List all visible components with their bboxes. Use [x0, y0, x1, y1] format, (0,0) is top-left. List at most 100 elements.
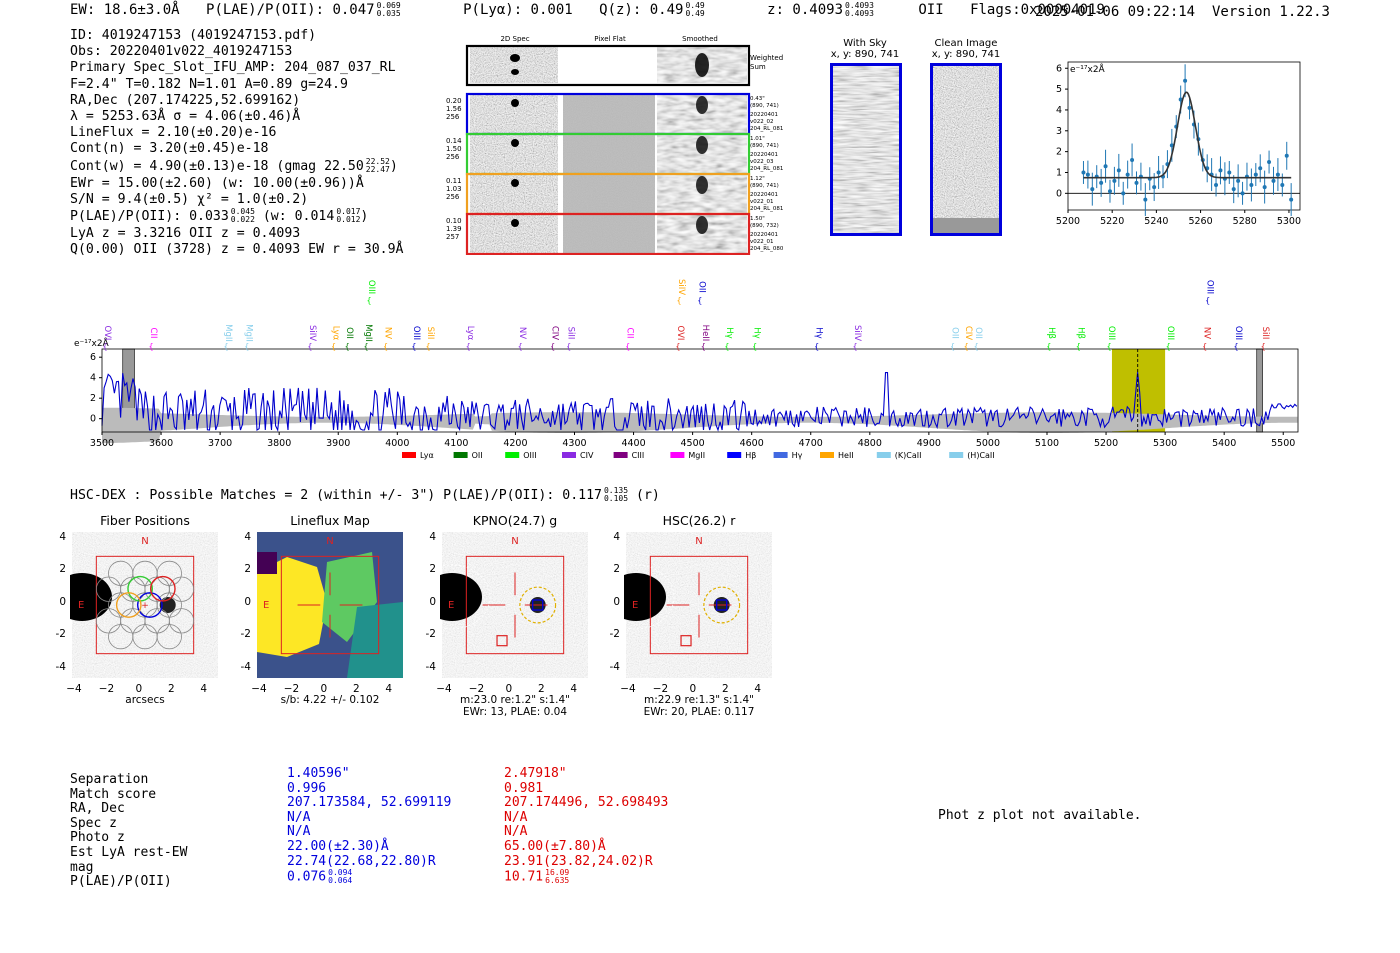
- legend-swatch: [402, 452, 416, 458]
- fiber-meta: 204_RL_080: [750, 246, 784, 252]
- fiber-meta: 204_RL_081: [750, 166, 783, 172]
- fit-point: [1227, 170, 1232, 175]
- legend-swatch: [773, 452, 788, 458]
- match-1-marker: [532, 599, 544, 611]
- fiber-circle: [95, 608, 122, 634]
- fiber-meta: 204_RL_081: [750, 206, 783, 212]
- legend-swatch: [876, 452, 891, 458]
- emission-line-label: HeII: [700, 325, 710, 342]
- fit-point: [1214, 182, 1219, 187]
- info-obs: Obs: 20220401v022_4019247153: [70, 44, 293, 60]
- fit-xtick-label: 5260: [1188, 216, 1212, 227]
- fiber-weight: 1.39: [446, 225, 462, 233]
- table-value: 0.981: [504, 780, 544, 796]
- emission-line-label: NV: [1202, 327, 1212, 339]
- cutout-footer-line1: s/b: 4.22 +/- 0.102: [280, 694, 380, 706]
- emission-line-label: OVI: [675, 326, 685, 341]
- fit-point: [1103, 164, 1108, 169]
- spec-xtick-label: 5200: [1094, 438, 1118, 449]
- table-value: 65.00(±7.80)Å: [504, 838, 606, 854]
- cutout-footer-line1: arcsecs: [125, 694, 165, 706]
- cutout-footer-line1: m:23.0 re:1.2" s:1.4": [460, 694, 570, 706]
- emission-line-tick: {: [518, 342, 523, 351]
- table-label: P(LAE)/P(OII): [70, 874, 172, 890]
- table-label: Match score: [70, 786, 157, 802]
- match-ellipse: [519, 586, 557, 624]
- fiber-meta: 1.50": [750, 216, 765, 222]
- table-cell: 23.91(23.82,24.02)R: [504, 854, 668, 870]
- bright-neighbor: [440, 573, 482, 621]
- fiber-weight: 0.10: [446, 217, 462, 225]
- spec-xtick-label: 5000: [976, 438, 1000, 449]
- fiber-meta: 0.43": [750, 96, 765, 102]
- cutout-row: Fiber Positions + N E 4 2 0 -2 -4 −4 −2 0 2 4 arcsecs L…: [0, 510, 1400, 725]
- cutout-ytick: -2: [240, 628, 251, 641]
- cutout-footer-1: arcsecs: [62, 694, 228, 707]
- fit-point: [1218, 168, 1223, 173]
- emission-line-tick: {: [1076, 342, 1081, 351]
- fiber-pixel-flat: [563, 135, 655, 173]
- cutout-xtick: 0: [320, 683, 328, 695]
- emission-line-tick: {: [224, 342, 229, 351]
- table-value: N/A: [287, 824, 311, 840]
- emission-line-label: NV: [517, 327, 527, 339]
- info-q: Q(0.00) OII (3728) z = 0.4093 EW r = 30.…: [70, 242, 404, 258]
- emission-line-label: OIII: [1165, 326, 1175, 340]
- fiber-smoothed-blob: [696, 136, 708, 154]
- fiber-2d-blob: [511, 179, 519, 187]
- cutout-ytick: 0: [613, 595, 620, 608]
- fit-point: [1262, 185, 1267, 190]
- north-label: N: [326, 536, 333, 547]
- emission-line-tick: {: [1205, 296, 1210, 305]
- spec-xtick-label: 4400: [621, 438, 645, 449]
- table-match-1: 1.40596" 0.996 207.173584, 52.699119 N/A N/A…: [287, 766, 451, 887]
- fiber-circle-highlight: [149, 575, 176, 602]
- emission-line-tick: {: [566, 342, 571, 351]
- emission-line-label: OVI: [102, 326, 112, 341]
- aperture-box: [465, 555, 565, 655]
- range-lo: 6.635: [545, 876, 570, 886]
- fit-point: [1156, 170, 1161, 175]
- emission-line-label: OIII: [411, 326, 421, 340]
- info-primary: Primary Spec_Slot_IFU_AMP: 204_087_037_R…: [70, 60, 396, 76]
- weighted-2d-blob-2: [511, 69, 519, 75]
- cutout-xtick: −2: [283, 683, 300, 695]
- fiber-circle: [156, 560, 182, 586]
- fiber-circle: [108, 560, 134, 586]
- emission-line-tick: {: [701, 342, 706, 351]
- emission-line-label: SiIV: [307, 325, 317, 341]
- fit-point: [1125, 172, 1130, 177]
- fiber-2d-blob: [511, 99, 519, 107]
- fit-ylabel: e⁻¹⁷x2Å: [1070, 63, 1106, 75]
- table-cell: 1.40596": [287, 766, 451, 782]
- fiber-weight: 0.11: [446, 177, 462, 185]
- emission-line-label: CIV: [550, 326, 560, 340]
- table-label: Separation: [70, 772, 149, 787]
- emission-line-label: SiIV: [676, 279, 686, 295]
- legend-swatch: [453, 452, 468, 458]
- emission-line-tick: {: [950, 342, 955, 351]
- fit-point: [1121, 191, 1126, 196]
- table-cell: 65.00(±7.80)Å: [504, 838, 668, 855]
- emission-line-tick: {: [1233, 342, 1238, 351]
- table-pdf-range: 16.09 6.635: [545, 869, 569, 885]
- spec-xtick-label: 4300: [562, 438, 586, 449]
- lineflux-gap: [257, 552, 277, 574]
- col-smoothed: Smoothed: [682, 35, 718, 43]
- with-sky-image: [830, 63, 902, 236]
- fiber-weight: 0.20: [446, 97, 462, 105]
- spec-ylabel: e⁻¹⁷x2Å: [74, 337, 110, 349]
- fit-point: [1289, 197, 1294, 202]
- cutout-footer-4: m:22.9 re:1.3" s:1.4" EWr: 20, PLAE: 0.11…: [616, 694, 782, 718]
- qz-text: Q(z): 0.49 0.49 0.49: [599, 1, 705, 19]
- emission-line-tick: {: [345, 342, 350, 351]
- fit-ytick-label: 6: [1056, 63, 1062, 74]
- table-value: 2.47918": [504, 766, 567, 781]
- fiber-meta: 20220401: [750, 192, 778, 198]
- cutout-xtick: −2: [468, 683, 485, 695]
- aperture-box: [649, 555, 749, 655]
- cutout-xtick: −4: [66, 683, 82, 695]
- aperture-box: [95, 555, 195, 655]
- cutout-title-2: Lineflux Map: [290, 513, 370, 528]
